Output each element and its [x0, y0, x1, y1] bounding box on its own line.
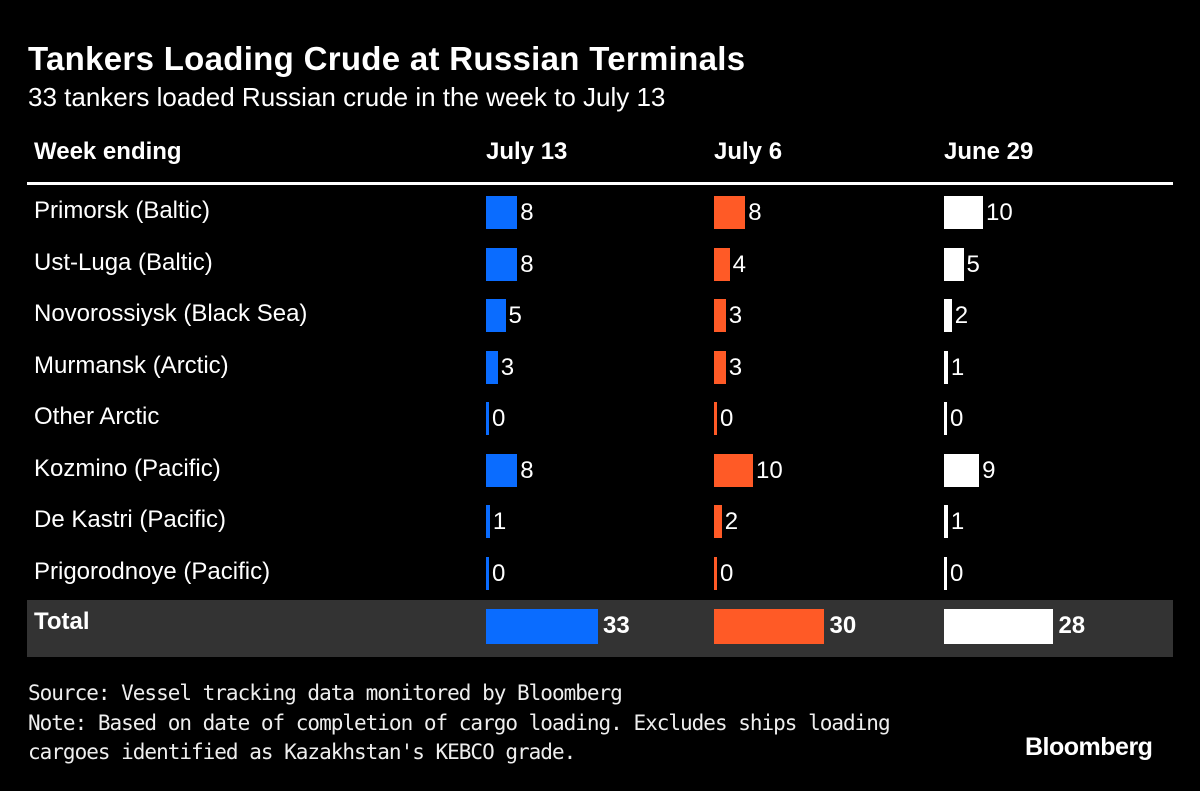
value-label: 10	[756, 456, 783, 484]
header-rule	[27, 182, 1173, 185]
bar	[944, 196, 983, 229]
total-label: Total	[34, 608, 90, 635]
bar	[486, 350, 498, 384]
value-label: 1	[950, 353, 965, 381]
value-label: 8	[520, 456, 534, 484]
column-header: July 13	[486, 138, 568, 165]
bar	[714, 402, 717, 435]
row-label: Murmansk (Arctic)	[34, 351, 229, 379]
value-label: 3	[728, 353, 743, 381]
value-label: 9	[982, 456, 996, 484]
source-note: Source: Vessel tracking data monitored b…	[28, 681, 623, 705]
bar	[944, 350, 948, 384]
value-label: 0	[492, 405, 506, 432]
bar	[944, 505, 948, 538]
bar	[714, 350, 726, 384]
value-label: 1	[492, 508, 507, 535]
bar	[714, 299, 726, 332]
row-label: Primorsk (Baltic)	[34, 197, 211, 224]
bar	[486, 453, 518, 487]
bar	[714, 247, 730, 281]
value-label: 10	[986, 199, 1013, 226]
column-header: July 6	[714, 138, 783, 165]
column-header: June 29	[944, 138, 1034, 165]
row-label: Kozmino (Pacific)	[34, 454, 221, 482]
total-bar	[944, 609, 1054, 644]
value-label: 0	[492, 559, 506, 587]
bar	[486, 505, 490, 538]
bar	[944, 299, 952, 332]
bar	[944, 556, 947, 590]
row-label: De Kastri (Pacific)	[34, 506, 227, 533]
value-label: 2	[954, 302, 969, 329]
row-header: Week ending	[34, 138, 182, 165]
chart-title: Tankers Loading Crude at Russian Termina…	[28, 40, 746, 77]
bar	[714, 556, 717, 590]
value-label: 2	[724, 508, 739, 535]
total-bar	[486, 609, 598, 644]
value-label: 0	[950, 405, 964, 432]
total-value-label: 28	[1058, 612, 1086, 639]
row-label: Ust-Luga (Baltic)	[34, 248, 213, 276]
bloomberg-logo: Bloomberg	[1025, 733, 1153, 761]
value-label: 8	[520, 250, 534, 278]
value-label: 0	[950, 559, 964, 587]
bar	[714, 505, 722, 538]
bar	[486, 247, 518, 281]
bar	[486, 402, 489, 435]
total-value-label: 33	[603, 612, 630, 639]
value-label: 8	[520, 199, 534, 226]
value-label: 1	[950, 508, 965, 535]
total-value-label: 30	[829, 612, 857, 639]
footnote-line-1: Note: Based on date of completion of car…	[28, 711, 891, 735]
chart-subtitle: 33 tankers loaded Russian crude in the w…	[28, 82, 666, 112]
footnote-line-2: cargoes identified as Kazakhstan's KEBCO…	[28, 740, 576, 764]
value-label: 3	[500, 353, 515, 381]
value-label: 8	[748, 199, 762, 226]
row-label: Prigorodnoye (Pacific)	[34, 557, 271, 585]
value-label: 5	[966, 250, 980, 278]
row-label: Other Arctic	[34, 403, 160, 430]
row-label: Novorossiysk (Black Sea)	[34, 300, 308, 327]
value-label: 0	[720, 405, 734, 432]
value-label: 3	[728, 302, 743, 329]
bar	[944, 402, 947, 435]
total-bar	[714, 609, 825, 644]
bar	[486, 196, 518, 229]
bar	[486, 299, 506, 332]
bar	[714, 453, 753, 487]
value-label: 5	[508, 302, 522, 329]
value-label: 4	[732, 250, 746, 278]
bar	[944, 453, 980, 487]
bar	[486, 556, 489, 590]
bar	[944, 247, 964, 281]
value-label: 0	[720, 559, 734, 587]
bar	[714, 196, 746, 229]
